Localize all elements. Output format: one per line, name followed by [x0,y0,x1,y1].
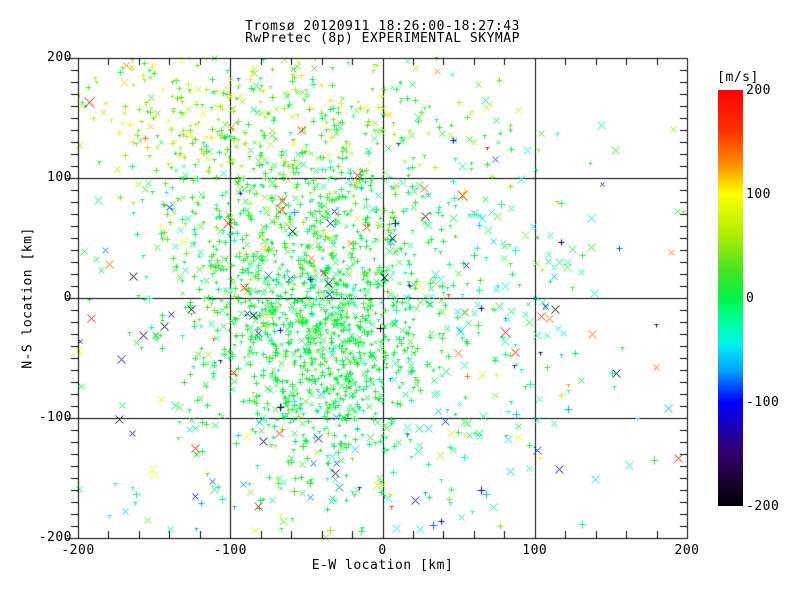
colorbar-tick-label: -200 [746,499,780,514]
x-tick-label: -200 [61,543,95,558]
colorbar-tick-label: -100 [746,395,780,410]
y-tick-label: -200 [38,530,72,545]
plot-title-line1: Tromsø 20120911 18:26:00-18:27:43 [245,19,520,34]
y-tick-label: -100 [38,410,72,425]
x-tick-label: 0 [378,543,387,558]
colorbar [718,90,743,506]
y-tick-label: 200 [47,50,72,65]
x-tick-label: 100 [522,543,548,558]
x-tick-label: 200 [674,543,700,558]
x-axis-label: E-W location [km] [311,558,454,573]
colorbar-unit-label: [m/s] [717,70,759,85]
y-tick-label: 0 [63,290,72,305]
colorbar-tick-label: 200 [746,83,771,98]
colorbar-tick-label: 0 [746,291,755,306]
x-tick-label: -100 [213,543,247,558]
plot-title-line2: RwPretec (8p) EXPERIMENTAL SKYMAP [245,31,520,46]
plot-title: Tromsø 20120911 18:26:00-18:27:43 RwPret… [78,19,687,46]
y-tick-label: 100 [47,170,72,185]
colorbar-tick-label: 100 [746,187,771,202]
